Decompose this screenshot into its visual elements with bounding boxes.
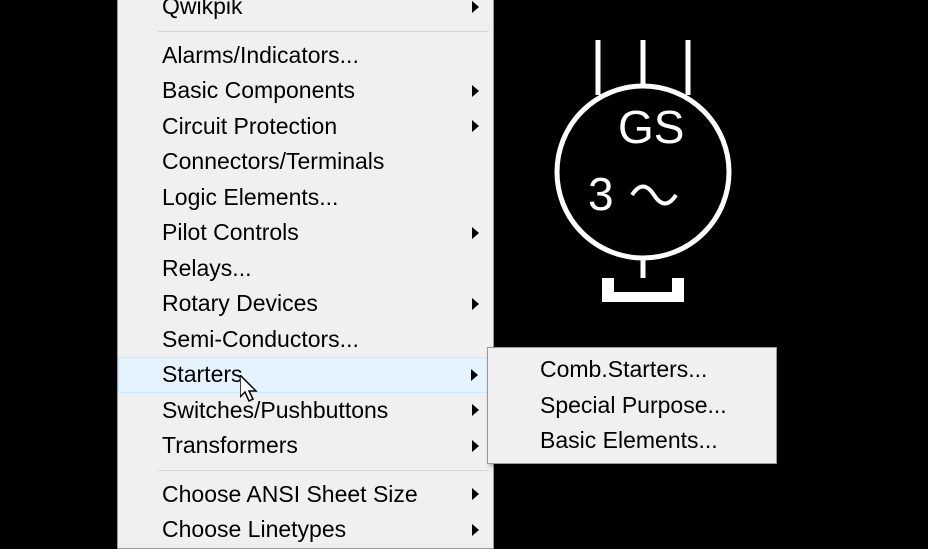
menu-item-basic-components[interactable]: Basic Components bbox=[118, 73, 493, 109]
menu-item-switches[interactable]: Switches/Pushbuttons bbox=[118, 393, 493, 429]
menu-item-label: Basic Components bbox=[162, 77, 355, 104]
submenu-arrow-icon bbox=[472, 1, 479, 13]
svg-text:GS: GS bbox=[618, 101, 684, 153]
submenu-item-label: Basic Elements... bbox=[540, 427, 718, 454]
menu-item-starters[interactable]: Starters bbox=[118, 357, 493, 393]
menu-item-semiconductors[interactable]: Semi-Conductors... bbox=[118, 322, 493, 358]
submenu-item-special-purpose[interactable]: Special Purpose... bbox=[488, 388, 776, 424]
submenu-arrow-icon bbox=[472, 488, 479, 500]
submenu-arrow-icon bbox=[472, 440, 479, 452]
submenu-arrow-icon bbox=[472, 120, 479, 132]
submenu-arrow-icon bbox=[472, 524, 479, 536]
submenu-arrow-icon bbox=[472, 298, 479, 310]
menu-item-label: Circuit Protection bbox=[162, 113, 337, 140]
menu-item-label: Pilot Controls bbox=[162, 219, 299, 246]
menu-item-label: Choose ANSI Sheet Size bbox=[162, 481, 418, 508]
menu-item-label: Qwikpik bbox=[162, 0, 243, 20]
submenu-item-basic-elements[interactable]: Basic Elements... bbox=[488, 423, 776, 459]
menu-item-label: Connectors/Terminals bbox=[162, 148, 384, 175]
menu-item-connectors[interactable]: Connectors/Terminals bbox=[118, 144, 493, 180]
menu-item-label: Choose Linetypes bbox=[162, 516, 346, 543]
submenu-item-label: Comb.Starters... bbox=[540, 356, 707, 383]
menu-item-label: Alarms/Indicators... bbox=[162, 42, 359, 69]
submenu-arrow-icon bbox=[471, 369, 478, 381]
menu-item-label: Switches/Pushbuttons bbox=[162, 397, 388, 424]
menu-item-linetypes[interactable]: Choose Linetypes bbox=[118, 512, 493, 548]
menu-separator bbox=[158, 470, 489, 471]
menu-item-relays[interactable]: Relays... bbox=[118, 251, 493, 287]
menu-item-label: Logic Elements... bbox=[162, 184, 338, 211]
starters-submenu: Comb.Starters... Special Purpose... Basi… bbox=[487, 347, 777, 464]
submenu-arrow-icon bbox=[472, 227, 479, 239]
svg-text:3: 3 bbox=[588, 168, 614, 220]
menu-item-qwikpik[interactable]: Qwikpik bbox=[118, 0, 493, 25]
menu-item-sheet-size[interactable]: Choose ANSI Sheet Size bbox=[118, 477, 493, 513]
menu-item-label: Transformers bbox=[162, 432, 298, 459]
cad-symbol-preview: GS 3 bbox=[540, 40, 740, 340]
submenu-item-label: Special Purpose... bbox=[540, 392, 727, 419]
menu-item-label: Rotary Devices bbox=[162, 290, 318, 317]
menu-item-transformers[interactable]: Transformers bbox=[118, 428, 493, 464]
menu-item-logic[interactable]: Logic Elements... bbox=[118, 180, 493, 216]
menu-item-label: Semi-Conductors... bbox=[162, 326, 359, 353]
mouse-cursor-icon bbox=[240, 375, 260, 403]
menu-separator bbox=[158, 31, 489, 32]
main-context-menu: Qwikpik Alarms/Indicators... Basic Compo… bbox=[117, 0, 494, 549]
submenu-item-comb-starters[interactable]: Comb.Starters... bbox=[488, 352, 776, 388]
menu-item-label: Starters bbox=[162, 361, 243, 388]
submenu-arrow-icon bbox=[472, 85, 479, 97]
menu-item-pilot[interactable]: Pilot Controls bbox=[118, 215, 493, 251]
submenu-arrow-icon bbox=[472, 404, 479, 416]
menu-item-circuit-protection[interactable]: Circuit Protection bbox=[118, 109, 493, 145]
menu-item-label: Relays... bbox=[162, 255, 251, 282]
menu-item-rotary[interactable]: Rotary Devices bbox=[118, 286, 493, 322]
menu-item-alarms[interactable]: Alarms/Indicators... bbox=[118, 38, 493, 74]
